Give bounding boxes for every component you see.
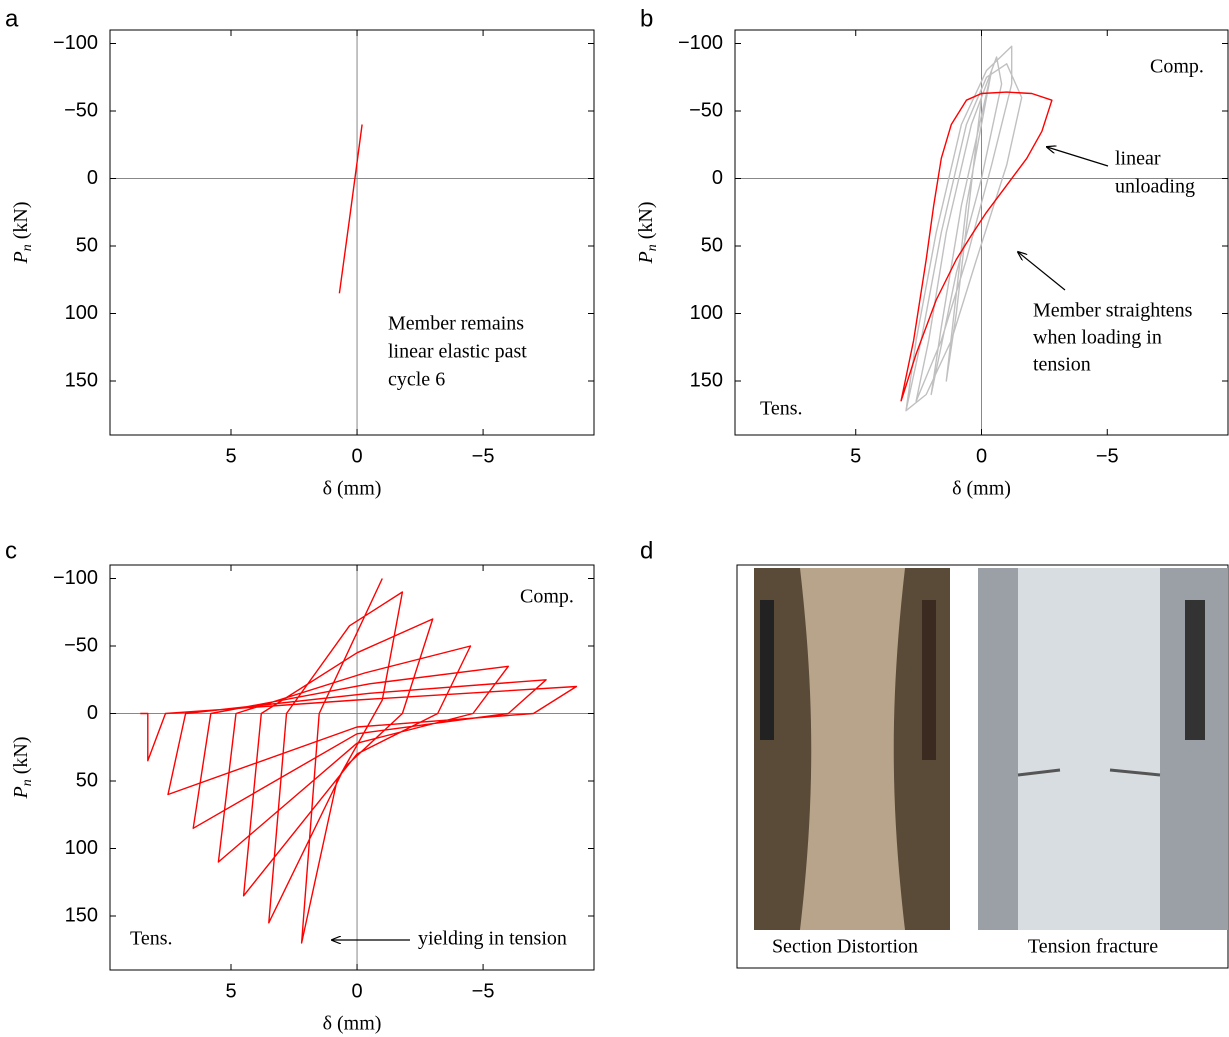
- annotation: Tens.: [760, 398, 802, 420]
- annotation: Comp.: [1150, 56, 1204, 78]
- x-axis-label: δ (mm): [323, 478, 382, 500]
- annotation: tension: [1033, 354, 1091, 376]
- annotation: Member remains: [388, 313, 524, 335]
- plot-area: [900, 45, 1053, 412]
- x-tick-label: −5: [472, 445, 495, 467]
- photo-detail: [922, 600, 936, 760]
- annotation: Member straightens: [1033, 300, 1193, 322]
- y-tick-label: 100: [65, 302, 98, 324]
- annotation-arrow: [1047, 147, 1109, 167]
- y-tick-label: 50: [701, 234, 723, 256]
- annotation: Comp.: [520, 586, 574, 608]
- y-tick-label: −100: [678, 32, 723, 54]
- x-tick-label: 5: [225, 980, 236, 1002]
- photo-detail: [760, 600, 774, 740]
- y-axis-symbol: P: [10, 786, 32, 799]
- x-tick-label: −5: [1096, 445, 1119, 467]
- photo-panel: d Section Distortion Tension fracture: [640, 537, 1229, 969]
- annotation: linear elastic past: [388, 341, 527, 363]
- x-tick-label: 0: [351, 980, 362, 1002]
- annotation: Tens.: [130, 928, 172, 950]
- annotation: yielding in tension: [418, 928, 567, 950]
- photo-detail: [1185, 600, 1205, 740]
- annotation: linear: [1115, 148, 1161, 170]
- y-axis-unit: (kN): [10, 202, 32, 240]
- y-tick-label: −100: [53, 567, 98, 589]
- x-tick-label: −5: [472, 980, 495, 1002]
- plot-frame: [109, 564, 595, 971]
- annotation: cycle 6: [388, 369, 445, 391]
- y-tick-label: 50: [76, 769, 98, 791]
- data-line: [900, 91, 1053, 402]
- panel-letter: d: [640, 537, 653, 564]
- x-axis-label: δ (mm): [952, 478, 1011, 500]
- y-axis-unit: (kN): [10, 737, 32, 775]
- panel-letter: b: [640, 5, 653, 32]
- y-axis-subscript: n: [20, 244, 35, 251]
- y-axis-unit: (kN): [635, 202, 657, 240]
- y-axis-subscript: n: [20, 779, 35, 786]
- y-tick-label: −50: [64, 99, 98, 121]
- y-axis-symbol: P: [635, 251, 657, 264]
- annotation: unloading: [1115, 176, 1195, 198]
- y-axis-symbol: P: [10, 251, 32, 264]
- x-tick-label: 0: [351, 445, 362, 467]
- y-tick-label: 100: [65, 837, 98, 859]
- photo-specimen: [1018, 568, 1160, 930]
- photo-caption: Tension fracture: [1028, 936, 1158, 958]
- y-axis-subscript: n: [645, 244, 660, 251]
- annotation: when loading in: [1033, 327, 1162, 349]
- x-tick-label: 5: [225, 445, 236, 467]
- y-axis-label: Pn (kN): [10, 202, 36, 265]
- data-line: [905, 45, 1023, 412]
- x-tick-label: 5: [850, 445, 861, 467]
- y-tick-label: 150: [65, 904, 98, 926]
- y-tick-label: 0: [87, 167, 98, 189]
- photo-specimen: [800, 568, 905, 930]
- data-line: [140, 578, 578, 944]
- y-tick-label: 100: [690, 302, 723, 324]
- data-line: [338, 124, 363, 294]
- photo-fracture: [1017, 768, 1161, 777]
- x-axis-label: δ (mm): [323, 1013, 382, 1035]
- y-axis-label: Pn (kN): [635, 202, 661, 265]
- plot-area: [338, 124, 363, 294]
- y-axis-label: Pn (kN): [10, 737, 36, 800]
- x-tick-label: 0: [976, 445, 987, 467]
- y-tick-label: 0: [712, 167, 723, 189]
- y-tick-label: −50: [689, 99, 723, 121]
- panel-letter: a: [5, 5, 19, 32]
- y-tick-label: 150: [65, 369, 98, 391]
- annotation-arrow: [1018, 252, 1066, 291]
- y-tick-label: 150: [690, 369, 723, 391]
- y-tick-label: −50: [64, 634, 98, 656]
- photo-caption: Section Distortion: [772, 936, 918, 958]
- y-tick-label: 50: [76, 234, 98, 256]
- plot-frame: [734, 29, 1229, 436]
- plot-area: [140, 578, 578, 944]
- y-tick-label: −100: [53, 32, 98, 54]
- panel-letter: c: [5, 537, 17, 564]
- y-tick-label: 0: [87, 702, 98, 724]
- plot-frame: [109, 29, 595, 436]
